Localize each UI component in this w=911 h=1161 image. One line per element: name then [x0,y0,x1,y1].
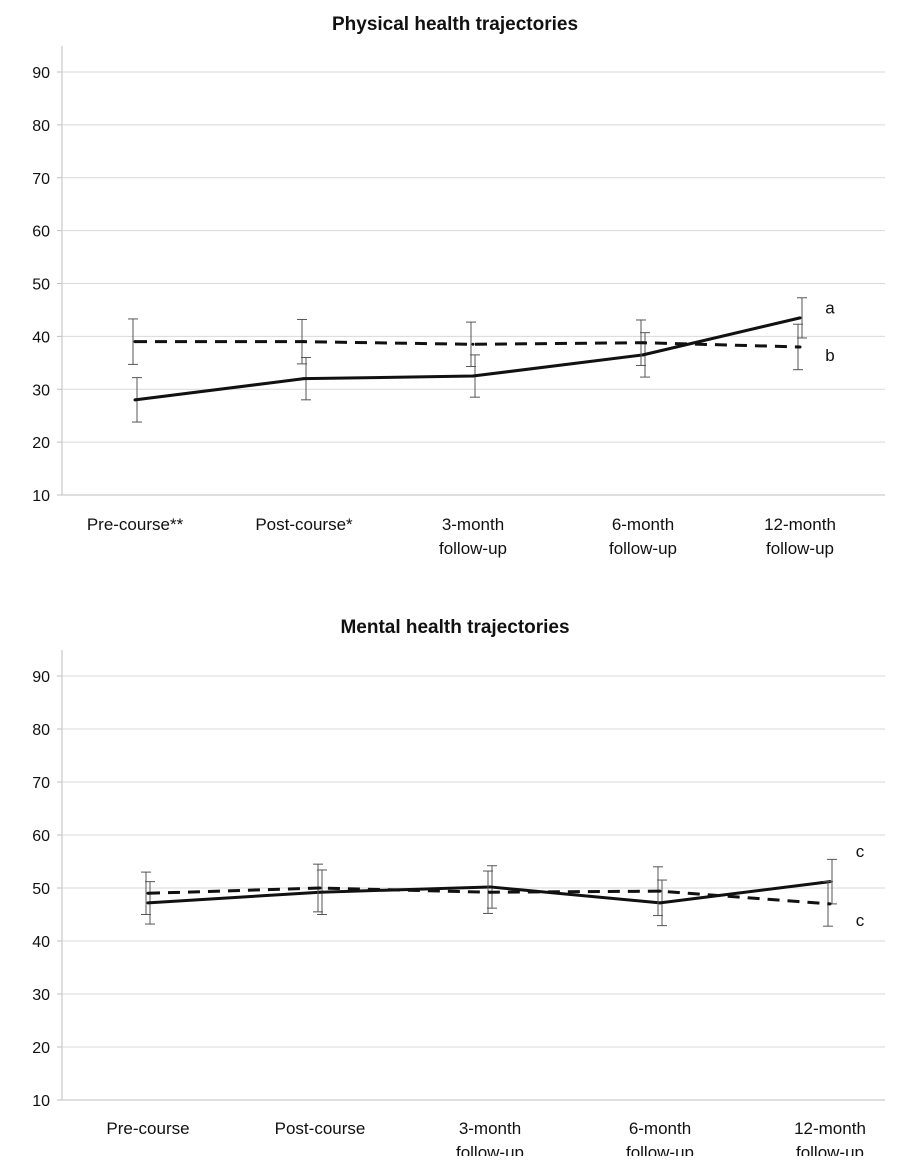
data-point [133,340,137,344]
series-dashed [128,318,803,371]
chart-title: Mental health trajectories [340,617,569,638]
data-point [302,377,306,381]
y-tick-label: 30 [32,987,50,1004]
error-bar [797,297,807,339]
data-point [146,891,150,895]
annotation-label: c [856,911,865,930]
data-point [318,886,322,890]
y-tick-label: 20 [32,1040,50,1057]
y-tick-label: 20 [32,435,50,452]
error-bar [466,321,476,368]
y-tick-label: 50 [32,277,50,294]
y-tick-label: 70 [32,775,50,792]
x-category-label: 6-month [629,1119,691,1138]
chart-title: Physical health trajectories [332,14,578,35]
data-point [641,353,645,357]
y-tick-label: 90 [32,65,50,82]
x-category-label: Post-course [275,1119,366,1138]
data-point [471,374,475,378]
x-category-label: Post-course* [255,515,353,534]
x-category-label: follow-up [439,539,507,558]
annotation-label: c [856,842,865,861]
data-point [798,345,802,349]
annotation-label: a [825,298,835,317]
error-bar [128,318,138,365]
series-line-dashed [135,340,801,349]
error-bar [141,871,151,915]
x-category-label: follow-up [766,539,834,558]
y-tick-label: 70 [32,171,50,188]
x-category-label: follow-up [456,1143,524,1156]
x-category-label: follow-up [626,1143,694,1156]
x-category-label: Pre-course** [87,515,184,534]
y-tick-label: 10 [32,488,50,505]
x-category-label: follow-up [796,1143,864,1156]
series-line-solid [134,316,801,402]
chart-2: Mental health trajectories 10 20 30 40 50 60 70… [32,617,885,1161]
data-point [488,885,492,889]
y-tick-label: 80 [32,722,50,739]
y-tick-label: 30 [32,382,50,399]
data-point [798,316,802,320]
y-tick-label: 10 [32,1093,50,1110]
x-category-label: 3-month [442,515,504,534]
data-point [471,342,475,346]
y-tick-label: 90 [32,669,50,686]
data-point [658,901,662,905]
data-point [658,889,662,893]
y-tick-label: 80 [32,118,50,135]
chart-1: Physical health trajectories 10 20 30 40 50 60… [32,14,885,558]
x-category-label: 3-month [459,1119,521,1138]
data-point [146,901,150,905]
y-tick-label: 40 [32,934,50,951]
y-tick-label: 60 [32,828,50,845]
data-point [302,340,306,344]
series-dashed [141,863,833,927]
data-point [641,341,645,345]
x-category-label: 6-month [612,515,674,534]
data-point [488,890,492,894]
x-category-label: 12-month [764,515,836,534]
series-solid [132,297,807,423]
y-tick-label: 40 [32,329,50,346]
data-point [133,398,137,402]
x-category-label: 12-month [794,1119,866,1138]
y-tick-label: 60 [32,224,50,241]
data-point [318,890,322,894]
data-point [828,902,832,906]
x-category-label: Pre-course [106,1119,189,1138]
x-category-label: follow-up [609,539,677,558]
annotation-label: b [825,346,834,365]
y-tick-label: 50 [32,881,50,898]
